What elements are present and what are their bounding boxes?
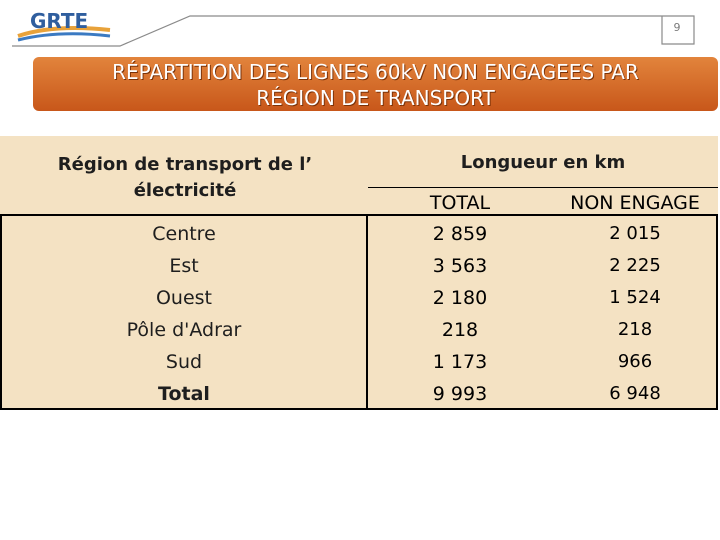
total-column-header: TOTAL — [429, 192, 491, 214]
length-column-header: Longueur en km — [460, 152, 626, 173]
table-row-total: Total 9 993 6 948 — [0, 378, 718, 410]
page-number: 9 — [673, 21, 681, 34]
header-divider — [0, 214, 718, 216]
region-cell: Sud — [165, 351, 203, 373]
total-cell: 2 859 — [432, 223, 488, 245]
grte-logo: GRTE — [14, 6, 114, 44]
region-cell: Centre — [152, 223, 216, 245]
total-cell: 9 993 — [432, 383, 488, 405]
non-engage-cell: 1 524 — [609, 287, 661, 308]
region-cell: Total — [158, 383, 210, 405]
total-cell: 1 173 — [432, 351, 488, 373]
table-row: Ouest 2 180 1 524 — [0, 282, 718, 314]
region-header-cell — [0, 136, 368, 214]
total-cell: 2 180 — [432, 287, 488, 309]
length-header-cell — [368, 136, 718, 214]
total-cell: 218 — [441, 319, 479, 341]
data-table: Région de transport de l’ électricité Lo… — [0, 136, 720, 412]
region-cell: Est — [169, 255, 199, 277]
subheader-rule — [368, 187, 718, 188]
non-engage-cell: 966 — [617, 351, 653, 372]
title-banner: RÉPARTITION DES LIGNES 60kV NON ENGAGEES… — [33, 57, 718, 111]
table-row: Pôle d'Adrar 218 218 — [0, 314, 718, 346]
title-line-2: RÉGION DE TRANSPORT — [256, 86, 495, 110]
region-cell: Ouest — [155, 287, 213, 309]
non-engage-cell: 6 948 — [609, 383, 661, 404]
table-row: Centre 2 859 2 015 — [0, 218, 718, 250]
svg-text:GRTE: GRTE — [30, 9, 88, 33]
region-column-header: Région de transport de l’ électricité — [57, 154, 313, 201]
total-cell: 3 563 — [432, 255, 488, 277]
table-row: Est 3 563 2 225 — [0, 250, 718, 282]
table-row: Sud 1 173 966 — [0, 346, 718, 378]
table-body-bg — [0, 214, 718, 410]
region-cell: Pôle d'Adrar — [126, 319, 242, 341]
region-column-border — [0, 214, 368, 410]
values-column-border — [368, 214, 718, 410]
non-engage-cell: 2 015 — [609, 223, 661, 244]
non-engage-cell: 2 225 — [609, 255, 661, 276]
header-frame — [12, 15, 695, 47]
title-line-1: RÉPARTITION DES LIGNES 60kV NON ENGAGEES… — [112, 60, 639, 84]
non-engage-column-header: NON ENGAGE — [570, 192, 700, 214]
non-engage-cell: 218 — [617, 319, 653, 340]
